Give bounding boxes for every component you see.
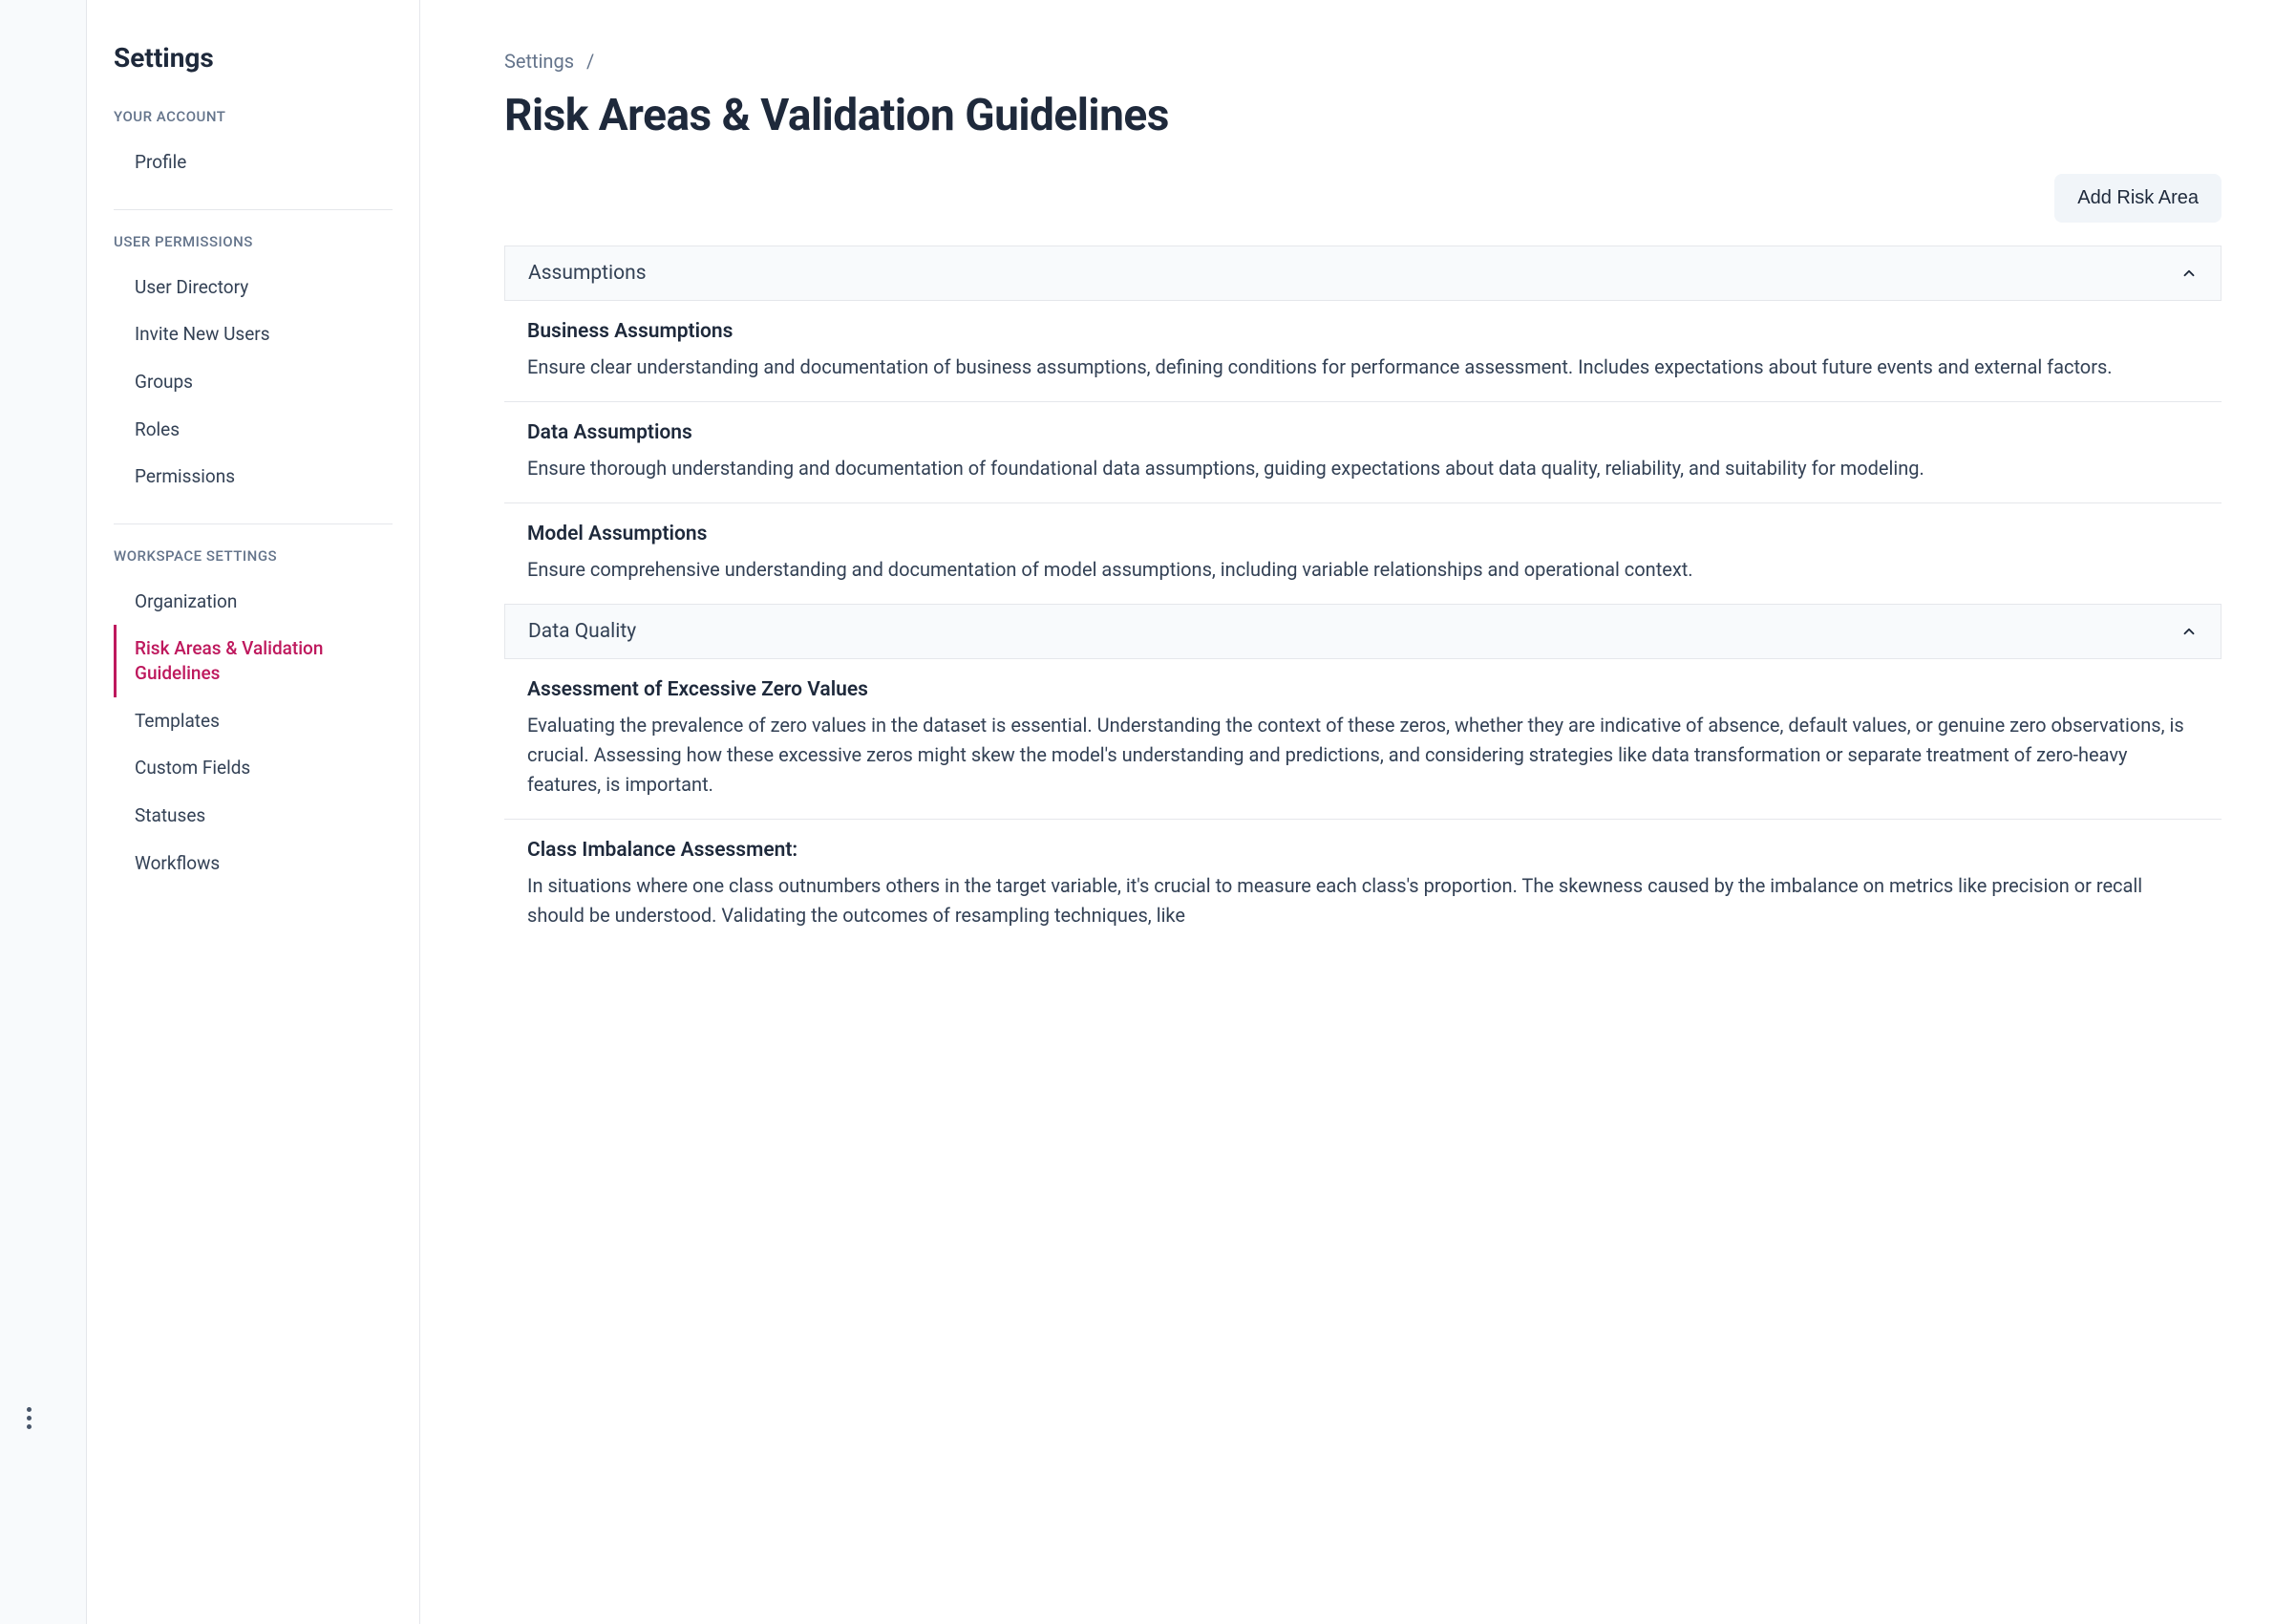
accordion-title: Assumptions [528,262,647,285]
accordion-header-assumptions[interactable]: Assumptions [504,246,2222,301]
risk-item-desc: In situations where one class outnumbers… [527,871,2199,930]
section-header: USER PERMISSIONS [114,233,393,250]
risk-item-desc: Ensure comprehensive understanding and d… [527,555,2199,585]
sidebar-item-invite-users[interactable]: Invite New Users [114,310,393,358]
accordion-assumptions: Assumptions Business Assumptions Ensure … [504,246,2222,604]
divider [114,209,393,210]
risk-item-title: Business Assumptions [527,320,2199,343]
section-header: YOUR ACCOUNT [114,108,393,125]
risk-item: Data Assumptions Ensure thorough underst… [504,402,2222,503]
app-root: Settings YOUR ACCOUNT Profile USER PERMI… [0,0,2296,1624]
accordion-data-quality: Data Quality Assessment of Excessive Zer… [504,604,2222,950]
risk-item: Business Assumptions Ensure clear unders… [504,301,2222,402]
more-vertical-icon[interactable] [27,1407,32,1429]
section-header: WORKSPACE SETTINGS [114,547,393,565]
sidebar-item-permissions[interactable]: Permissions [114,453,393,501]
risk-item-desc: Evaluating the prevalence of zero values… [527,711,2199,800]
sidebar-item-custom-fields[interactable]: Custom Fields [114,744,393,792]
risk-item-title: Class Imbalance Assessment: [527,839,2199,862]
accordion-header-data-quality[interactable]: Data Quality [504,604,2222,659]
chevron-up-icon [2180,265,2198,282]
main-content: Settings / Risk Areas & Validation Guide… [420,0,2296,1624]
sidebar-item-risk-areas[interactable]: Risk Areas & Validation Guidelines [114,625,393,696]
breadcrumb-root[interactable]: Settings [504,50,574,73]
left-gutter [0,0,86,1624]
risk-item-desc: Ensure thorough understanding and docume… [527,454,2199,483]
chevron-up-icon [2180,623,2198,640]
sidebar-section-workspace: WORKSPACE SETTINGS Organization Risk Are… [114,547,393,887]
sidebar-item-workflows[interactable]: Workflows [114,840,393,887]
settings-sidebar: Settings YOUR ACCOUNT Profile USER PERMI… [86,0,420,1624]
risk-item: Class Imbalance Assessment: In situation… [504,820,2222,950]
sidebar-section-account: YOUR ACCOUNT Profile [114,108,393,186]
sidebar-title: Settings [114,42,393,74]
sidebar-item-profile[interactable]: Profile [114,139,393,186]
risk-item-desc: Ensure clear understanding and documenta… [527,353,2199,382]
breadcrumb: Settings / [504,50,2222,73]
sidebar-item-groups[interactable]: Groups [114,358,393,406]
sidebar-item-user-directory[interactable]: User Directory [114,264,393,311]
accordion-title: Data Quality [528,620,636,643]
page-title: Risk Areas & Validation Guidelines [504,90,2222,141]
sidebar-item-organization[interactable]: Organization [114,578,393,626]
sidebar-item-statuses[interactable]: Statuses [114,792,393,840]
risk-item-title: Data Assumptions [527,421,2199,444]
sidebar-section-permissions: USER PERMISSIONS User Directory Invite N… [114,233,393,501]
risk-item: Model Assumptions Ensure comprehensive u… [504,503,2222,604]
risk-item: Assessment of Excessive Zero Values Eval… [504,659,2222,820]
action-row: Add Risk Area [504,174,2222,223]
add-risk-area-button[interactable]: Add Risk Area [2054,174,2222,223]
sidebar-item-roles[interactable]: Roles [114,406,393,454]
risk-item-title: Model Assumptions [527,523,2199,545]
sidebar-item-templates[interactable]: Templates [114,697,393,745]
breadcrumb-sep: / [586,50,594,73]
risk-item-title: Assessment of Excessive Zero Values [527,678,2199,701]
